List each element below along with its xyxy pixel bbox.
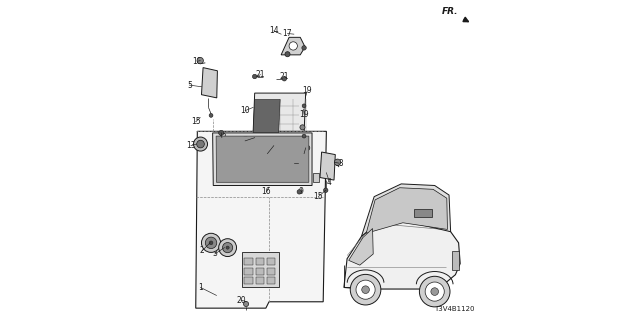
Polygon shape bbox=[344, 220, 460, 289]
Bar bbox=[255, 277, 264, 284]
Polygon shape bbox=[216, 136, 309, 182]
Text: 18: 18 bbox=[334, 159, 344, 168]
Text: T3V4B1120: T3V4B1120 bbox=[434, 306, 474, 312]
Text: 16: 16 bbox=[262, 188, 271, 196]
Circle shape bbox=[285, 52, 290, 57]
Bar bbox=[244, 268, 253, 275]
Polygon shape bbox=[362, 184, 451, 236]
Circle shape bbox=[196, 140, 204, 148]
Circle shape bbox=[431, 288, 438, 295]
Circle shape bbox=[419, 276, 450, 307]
Circle shape bbox=[302, 46, 307, 50]
Circle shape bbox=[252, 74, 257, 79]
Text: FR.: FR. bbox=[442, 7, 458, 16]
Circle shape bbox=[289, 42, 298, 50]
Text: 4: 4 bbox=[327, 178, 332, 187]
Text: 13: 13 bbox=[186, 141, 196, 150]
Circle shape bbox=[193, 137, 207, 151]
Circle shape bbox=[300, 125, 305, 130]
Circle shape bbox=[302, 134, 306, 138]
Circle shape bbox=[282, 76, 287, 81]
Circle shape bbox=[334, 159, 340, 165]
Text: 12: 12 bbox=[217, 133, 227, 142]
Circle shape bbox=[209, 241, 213, 245]
Bar bbox=[267, 268, 275, 275]
Bar bbox=[242, 252, 278, 287]
Bar bbox=[414, 209, 431, 217]
Text: 17: 17 bbox=[283, 29, 292, 38]
Circle shape bbox=[209, 114, 213, 117]
Text: 18: 18 bbox=[193, 57, 202, 66]
Text: 11: 11 bbox=[293, 159, 303, 168]
Polygon shape bbox=[320, 152, 335, 180]
Bar bbox=[314, 173, 319, 182]
Text: 9: 9 bbox=[298, 188, 303, 196]
Circle shape bbox=[297, 190, 301, 194]
Circle shape bbox=[323, 188, 328, 193]
Text: 20: 20 bbox=[236, 296, 246, 305]
Circle shape bbox=[197, 57, 204, 64]
Circle shape bbox=[425, 282, 444, 301]
Text: 7: 7 bbox=[243, 136, 248, 145]
Circle shape bbox=[350, 274, 381, 305]
Circle shape bbox=[223, 243, 233, 253]
Polygon shape bbox=[202, 68, 218, 98]
Text: 19: 19 bbox=[303, 86, 312, 95]
Polygon shape bbox=[366, 188, 447, 233]
Circle shape bbox=[362, 286, 369, 293]
Text: 6: 6 bbox=[265, 149, 270, 158]
Bar bbox=[244, 258, 253, 265]
Circle shape bbox=[219, 239, 237, 257]
Circle shape bbox=[302, 104, 306, 108]
Text: 21: 21 bbox=[280, 72, 289, 81]
Polygon shape bbox=[252, 100, 280, 168]
Bar bbox=[255, 258, 264, 265]
Bar bbox=[244, 277, 253, 284]
Bar bbox=[267, 258, 275, 265]
Text: 1: 1 bbox=[198, 283, 203, 292]
Polygon shape bbox=[196, 131, 326, 308]
Text: 8: 8 bbox=[301, 149, 307, 158]
Circle shape bbox=[305, 145, 310, 150]
Polygon shape bbox=[349, 228, 373, 265]
Circle shape bbox=[356, 280, 375, 299]
Polygon shape bbox=[281, 37, 305, 55]
Polygon shape bbox=[212, 133, 312, 186]
Circle shape bbox=[205, 237, 217, 249]
Circle shape bbox=[244, 301, 248, 307]
Bar bbox=[282, 141, 293, 158]
Text: 10: 10 bbox=[240, 106, 250, 115]
Circle shape bbox=[226, 246, 229, 249]
Text: 19: 19 bbox=[300, 110, 309, 119]
Bar bbox=[255, 268, 264, 275]
Text: 3: 3 bbox=[212, 250, 218, 259]
Text: 15: 15 bbox=[314, 192, 323, 201]
Circle shape bbox=[303, 162, 305, 164]
Text: 5: 5 bbox=[187, 81, 192, 90]
Text: 15: 15 bbox=[191, 117, 200, 126]
Text: 14: 14 bbox=[269, 27, 278, 36]
Circle shape bbox=[219, 130, 224, 135]
Bar bbox=[452, 251, 460, 270]
Bar bbox=[267, 277, 275, 284]
Text: 21: 21 bbox=[255, 70, 265, 79]
Polygon shape bbox=[252, 93, 306, 174]
Text: 2: 2 bbox=[200, 246, 205, 255]
Circle shape bbox=[202, 233, 221, 252]
